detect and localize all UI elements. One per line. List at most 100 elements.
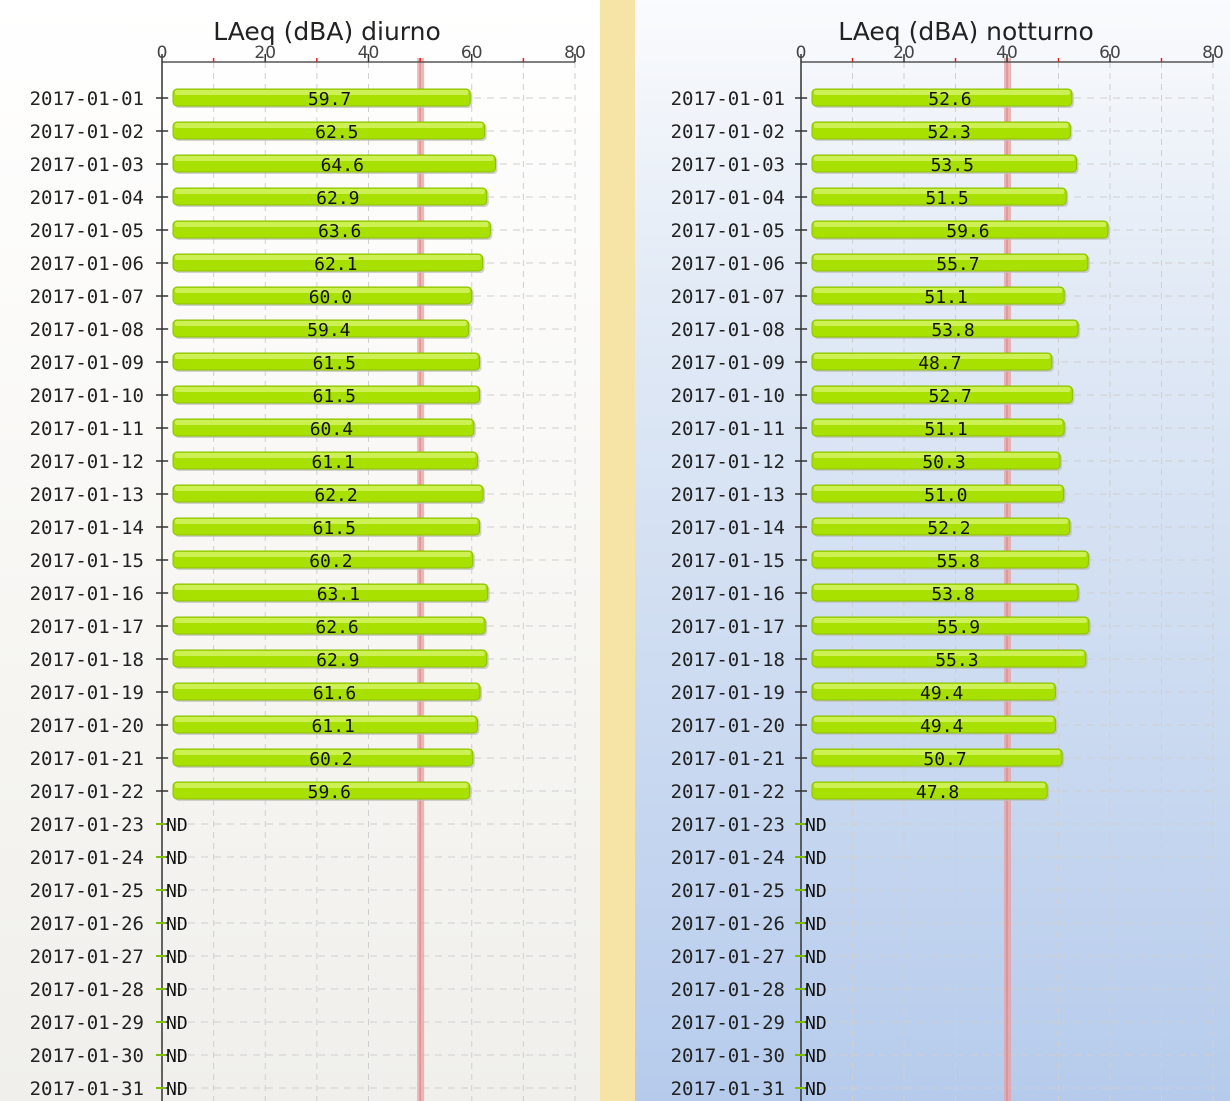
missing-label: ND [805,1013,827,1034]
missing-label: ND [805,815,827,836]
category-label: 2017-01-20 [30,715,144,737]
category-label: 2017-01-29 [30,1012,144,1034]
missing-label: ND [166,1079,188,1100]
bar-highlight [814,717,1054,722]
data-label: 59.6 [308,782,351,803]
data-label: 62.9 [316,650,359,671]
bar-highlight [175,189,485,194]
data-label: 53.5 [931,155,974,176]
data-label: 50.3 [922,452,965,473]
bar-highlight [814,684,1054,689]
chart-diurno: LAeq (dBA) diurno 0 20 40 60 80 2017-01-01 59.… [30,17,586,1101]
category-label: 2017-01-22 [30,781,144,803]
bar-highlight [175,288,470,293]
data-label: 62.2 [314,485,357,506]
bar-highlight [175,321,467,326]
bar-highlight [814,156,1075,161]
data-label: 52.6 [928,89,971,110]
missing-label: ND [805,914,827,935]
category-label: 2017-01-29 [671,1012,785,1034]
bar-highlight [814,486,1062,491]
missing-label: ND [805,947,827,968]
category-label: 2017-01-05 [671,220,785,242]
data-label: 62.9 [316,188,359,209]
category-label: 2017-01-11 [671,418,785,440]
data-label: 51.5 [925,188,968,209]
chart-title: LAeq (dBA) notturno [838,17,1094,46]
category-label: 2017-01-15 [30,550,144,572]
data-label: 61.1 [312,452,355,473]
missing-label: ND [805,881,827,902]
category-label: 2017-01-10 [30,385,144,407]
data-label: 55.3 [935,650,978,671]
data-label: 59.4 [307,320,350,341]
data-label: 52.7 [929,386,972,407]
category-label: 2017-01-25 [30,880,144,902]
category-label: 2017-01-03 [30,154,144,176]
x-tick-label: 0 [157,43,168,63]
bar-highlight [175,783,468,788]
data-label: 62.6 [315,617,358,638]
missing-label: ND [805,848,827,869]
x-tick-label: 20 [893,43,915,63]
category-label: 2017-01-01 [30,88,144,110]
missing-label: ND [166,848,188,869]
category-label: 2017-01-14 [30,517,144,539]
data-label: 60.2 [309,749,352,770]
category-label: 2017-01-16 [30,583,144,605]
category-label: 2017-01-08 [30,319,144,341]
x-tick-label: 40 [358,43,380,63]
category-label: 2017-01-23 [671,814,785,836]
data-label: 48.7 [918,353,961,374]
x-axis: 0 20 40 60 80 [796,43,1224,63]
x-tick-label: 60 [1099,43,1121,63]
bar-highlight [175,486,482,491]
category-label: 2017-01-02 [671,121,785,143]
bar-highlight [175,354,478,359]
missing-label: ND [166,1046,188,1067]
missing-label: ND [805,980,827,1001]
category-label: 2017-01-04 [30,187,144,209]
x-axis: 0 20 40 60 80 [157,43,586,63]
category-label: 2017-01-07 [30,286,144,308]
bar-highlight [814,255,1086,260]
category-label: 2017-01-09 [671,352,785,374]
category-label: 2017-01-21 [30,748,144,770]
data-label: 55.8 [937,551,980,572]
x-tick-label: 80 [1202,43,1224,63]
category-label: 2017-01-25 [671,880,785,902]
data-label: 49.4 [920,716,963,737]
missing-label: ND [166,947,188,968]
bar-highlight [175,453,476,458]
data-label: 64.6 [321,155,364,176]
category-label: 2017-01-22 [671,781,785,803]
bar-highlight [175,519,478,524]
data-label: 63.1 [317,584,360,605]
bar-highlight [175,552,471,557]
missing-label: ND [166,881,188,902]
bar-highlight [175,222,489,227]
category-label: 2017-01-11 [30,418,144,440]
missing-label: ND [805,1079,827,1100]
data-label: 61.5 [313,386,356,407]
bar-highlight [814,651,1084,656]
category-label: 2017-01-30 [30,1045,144,1067]
data-label: 60.4 [310,419,353,440]
category-label: 2017-01-01 [671,88,785,110]
data-label: 55.9 [937,617,980,638]
category-label: 2017-01-13 [30,484,144,506]
category-label: 2017-01-18 [30,649,144,671]
bar-highlight [175,156,494,161]
data-label: 51.1 [924,287,967,308]
category-label: 2017-01-23 [30,814,144,836]
missing-label: ND [166,980,188,1001]
bar-highlight [814,783,1046,788]
x-tick-label: 20 [254,43,276,63]
data-label: 61.1 [312,716,355,737]
category-label: 2017-01-28 [671,979,785,1001]
data-label: 61.5 [313,518,356,539]
data-label: 60.0 [309,287,352,308]
category-label: 2017-01-20 [671,715,785,737]
x-tick-label: 60 [461,43,483,63]
bar-highlight [175,420,472,425]
